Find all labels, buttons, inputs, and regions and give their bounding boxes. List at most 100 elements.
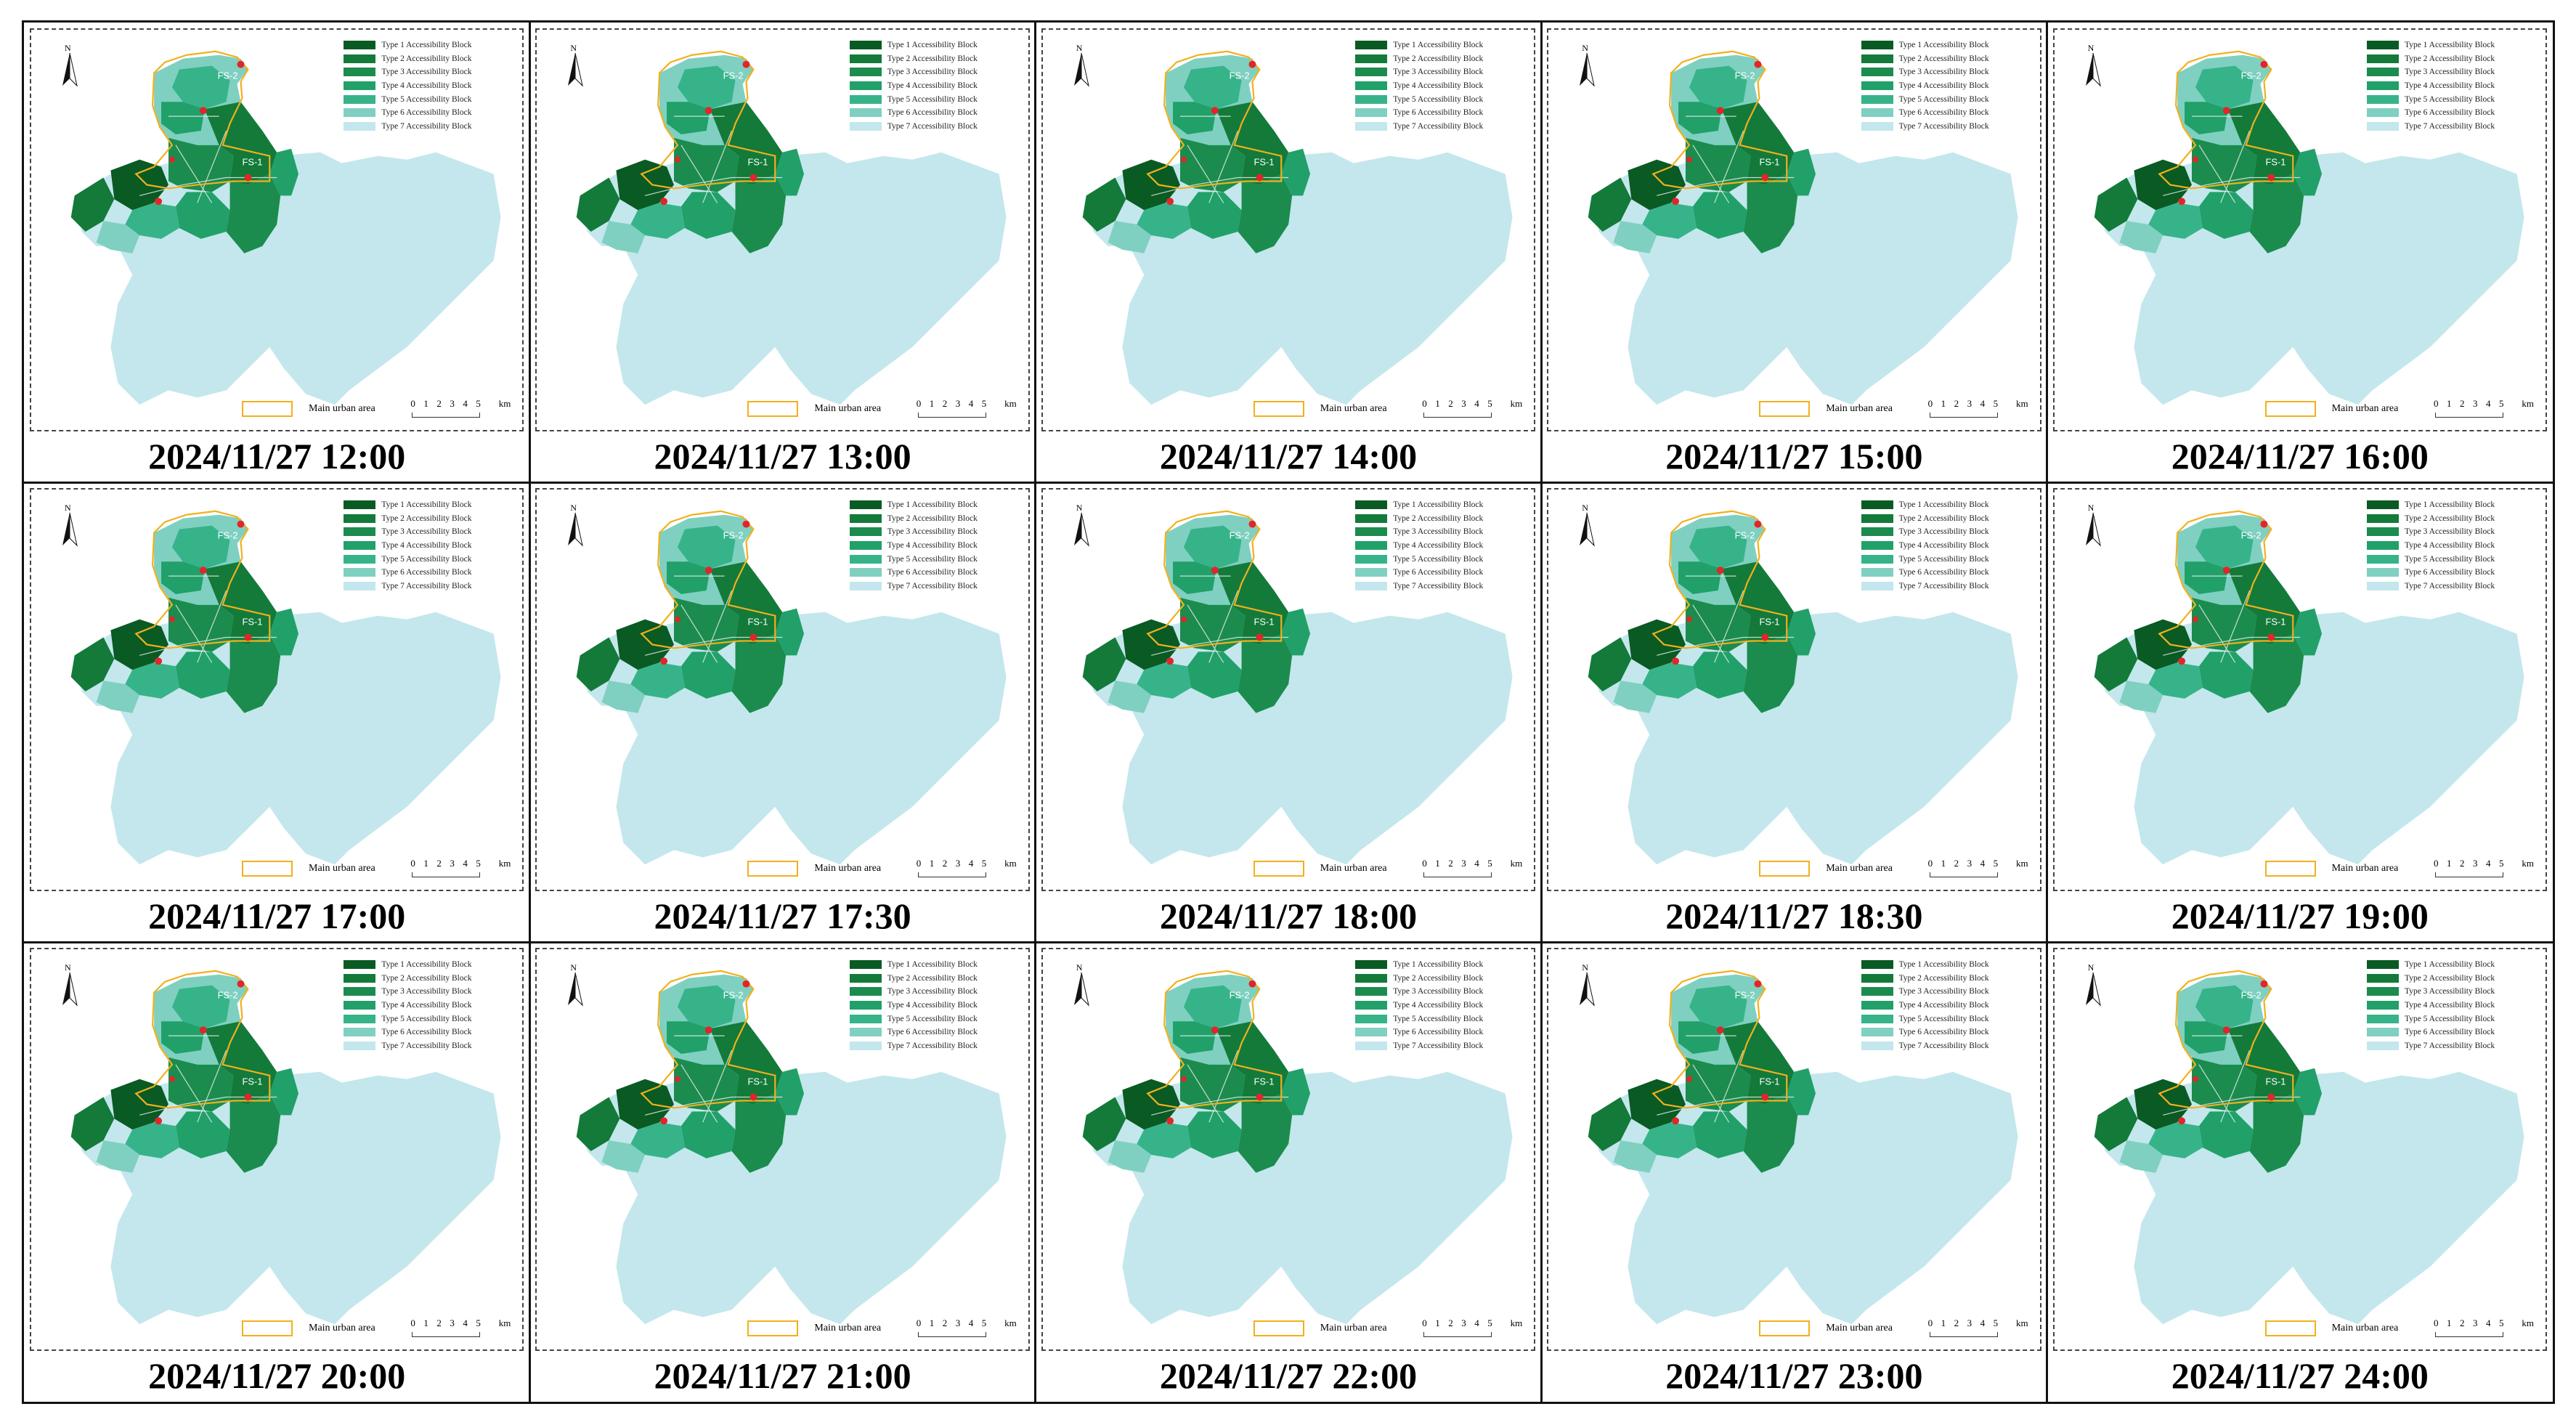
station-marker bbox=[1686, 616, 1693, 622]
legend-swatch bbox=[1861, 960, 1893, 970]
scale-tick: 5 bbox=[1993, 1318, 1999, 1328]
scale-tick: 1 bbox=[1941, 858, 1946, 869]
legend-label: Type 4 Accessibility Block bbox=[1393, 541, 1484, 551]
region-type3b bbox=[2249, 633, 2304, 713]
legend-swatch bbox=[1355, 500, 1388, 510]
station-label-fs1: FS-1 bbox=[1760, 1076, 1780, 1087]
legend-item: Type 7 Accessibility Block bbox=[849, 1039, 1008, 1053]
legend-swatch bbox=[1861, 973, 1893, 983]
station-marker bbox=[155, 657, 163, 665]
grid-divider-vertical bbox=[1034, 23, 1037, 1402]
scale-tick: 1 bbox=[929, 858, 935, 869]
urban-area-swatch bbox=[747, 1320, 799, 1336]
urban-area-label: Main urban area bbox=[309, 863, 375, 874]
station-label-fs2: FS-2 bbox=[218, 70, 238, 81]
region-type1 bbox=[2134, 159, 2192, 211]
urban-area-label: Main urban area bbox=[1320, 1323, 1387, 1333]
scale-tick: 2 bbox=[1954, 398, 1959, 409]
region-type2 bbox=[577, 1097, 620, 1151]
legend-label: Type 7 Accessibility Block bbox=[381, 121, 472, 131]
station-marker bbox=[1256, 1093, 1264, 1101]
scale-tick: 1 bbox=[1435, 1318, 1440, 1328]
main-urban-area-outline bbox=[1651, 50, 1788, 190]
region-type2 bbox=[1588, 637, 1632, 691]
scale-line bbox=[917, 872, 986, 877]
main-urban-area-outline bbox=[1146, 50, 1283, 190]
legend-item: Type 2 Accessibility Block bbox=[1355, 972, 1513, 986]
scale-unit: km bbox=[498, 398, 511, 409]
legend-item: Type 6 Accessibility Block bbox=[2366, 1026, 2525, 1039]
urban-area-legend: Main urban area bbox=[1759, 1320, 1893, 1336]
north-arrow bbox=[2082, 46, 2104, 97]
station-label-fs1: FS-1 bbox=[2265, 157, 2286, 168]
legend-item: Type 2 Accessibility Block bbox=[1861, 512, 2020, 526]
legend-swatch bbox=[1861, 568, 1893, 577]
legend-label: Type 1 Accessibility Block bbox=[1393, 41, 1484, 50]
station-marker bbox=[749, 1093, 757, 1101]
legend-label: Type 1 Accessibility Block bbox=[1393, 500, 1484, 510]
region-type2 bbox=[2094, 1097, 2137, 1151]
station-label-fs1: FS-1 bbox=[2265, 617, 2286, 628]
scale-tick: 0 bbox=[2433, 398, 2439, 409]
scale-unit: km bbox=[1510, 398, 1523, 409]
legend-label: Type 4 Accessibility Block bbox=[887, 1001, 978, 1010]
region-type5 bbox=[2148, 662, 2203, 699]
panel-caption: 2024/11/27 13:00 bbox=[654, 436, 911, 476]
legend-item: Type 6 Accessibility Block bbox=[1355, 106, 1513, 120]
legend-swatch bbox=[2366, 81, 2399, 91]
station-marker bbox=[1716, 107, 1724, 115]
map-panel-5: FS-2 FS-1 N Type 1 Accessibility Block Ty… bbox=[2047, 23, 2553, 482]
north-arrow-icon bbox=[568, 52, 584, 87]
legend-label: Type 1 Accessibility Block bbox=[381, 500, 472, 510]
region-type3 bbox=[168, 137, 234, 192]
scale-tick: 2 bbox=[1448, 398, 1453, 409]
legend-label: Type 3 Accessibility Block bbox=[2404, 987, 2495, 996]
north-label: N bbox=[2087, 962, 2094, 973]
north-arrow-icon bbox=[568, 972, 584, 1007]
legend-label: Type 6 Accessibility Block bbox=[1898, 1028, 1989, 1037]
north-label: N bbox=[65, 962, 71, 973]
region-type5b bbox=[171, 985, 230, 1029]
legend-item: Type 2 Accessibility Block bbox=[1355, 52, 1513, 66]
legend-swatch bbox=[344, 527, 376, 537]
scale-tick: 5 bbox=[981, 1318, 987, 1328]
scale-tick: 0 bbox=[1422, 858, 1427, 869]
station-marker bbox=[675, 156, 681, 163]
scale-unit: km bbox=[2015, 398, 2028, 409]
legend-swatch bbox=[1355, 568, 1388, 577]
legend-label: Type 7 Accessibility Block bbox=[1393, 1041, 1484, 1050]
legend-label: Type 2 Accessibility Block bbox=[2404, 973, 2495, 983]
urban-area-legend: Main urban area bbox=[242, 401, 375, 417]
legend-label: Type 3 Accessibility Block bbox=[887, 68, 978, 77]
region-type4 bbox=[1187, 192, 1242, 239]
panel-caption: 2024/11/27 18:00 bbox=[1159, 896, 1418, 936]
legend-item: Type 4 Accessibility Block bbox=[1861, 999, 2020, 1012]
legend-swatch bbox=[1861, 81, 1893, 91]
urban-area-swatch bbox=[747, 401, 799, 417]
scale-line bbox=[917, 1332, 986, 1337]
scale-tick: 3 bbox=[1967, 398, 1972, 409]
region-type4c bbox=[667, 1021, 711, 1054]
legend-item: Type 6 Accessibility Block bbox=[344, 1026, 502, 1039]
legend-swatch bbox=[1861, 987, 1893, 996]
legend-item: Type 2 Accessibility Block bbox=[1861, 52, 2020, 66]
legend-swatch bbox=[2366, 554, 2399, 564]
north-arrow bbox=[1070, 965, 1092, 1016]
station-marker bbox=[742, 60, 750, 68]
north-label: N bbox=[2087, 43, 2094, 53]
station-marker bbox=[1180, 156, 1187, 163]
accessibility-map: FS-2 FS-1 bbox=[1588, 970, 2018, 1325]
legend-item: Type 1 Accessibility Block bbox=[2366, 958, 2525, 972]
legend-item: Type 4 Accessibility Block bbox=[1355, 79, 1513, 93]
legend-label: Type 7 Accessibility Block bbox=[381, 581, 472, 590]
region-type2b bbox=[2227, 102, 2300, 185]
region-type5 bbox=[630, 1122, 686, 1158]
legend-label: Type 4 Accessibility Block bbox=[1898, 81, 1989, 91]
station-marker bbox=[237, 520, 245, 528]
accessibility-map: FS-2 FS-1 bbox=[70, 50, 501, 405]
region-type6 bbox=[96, 681, 140, 713]
